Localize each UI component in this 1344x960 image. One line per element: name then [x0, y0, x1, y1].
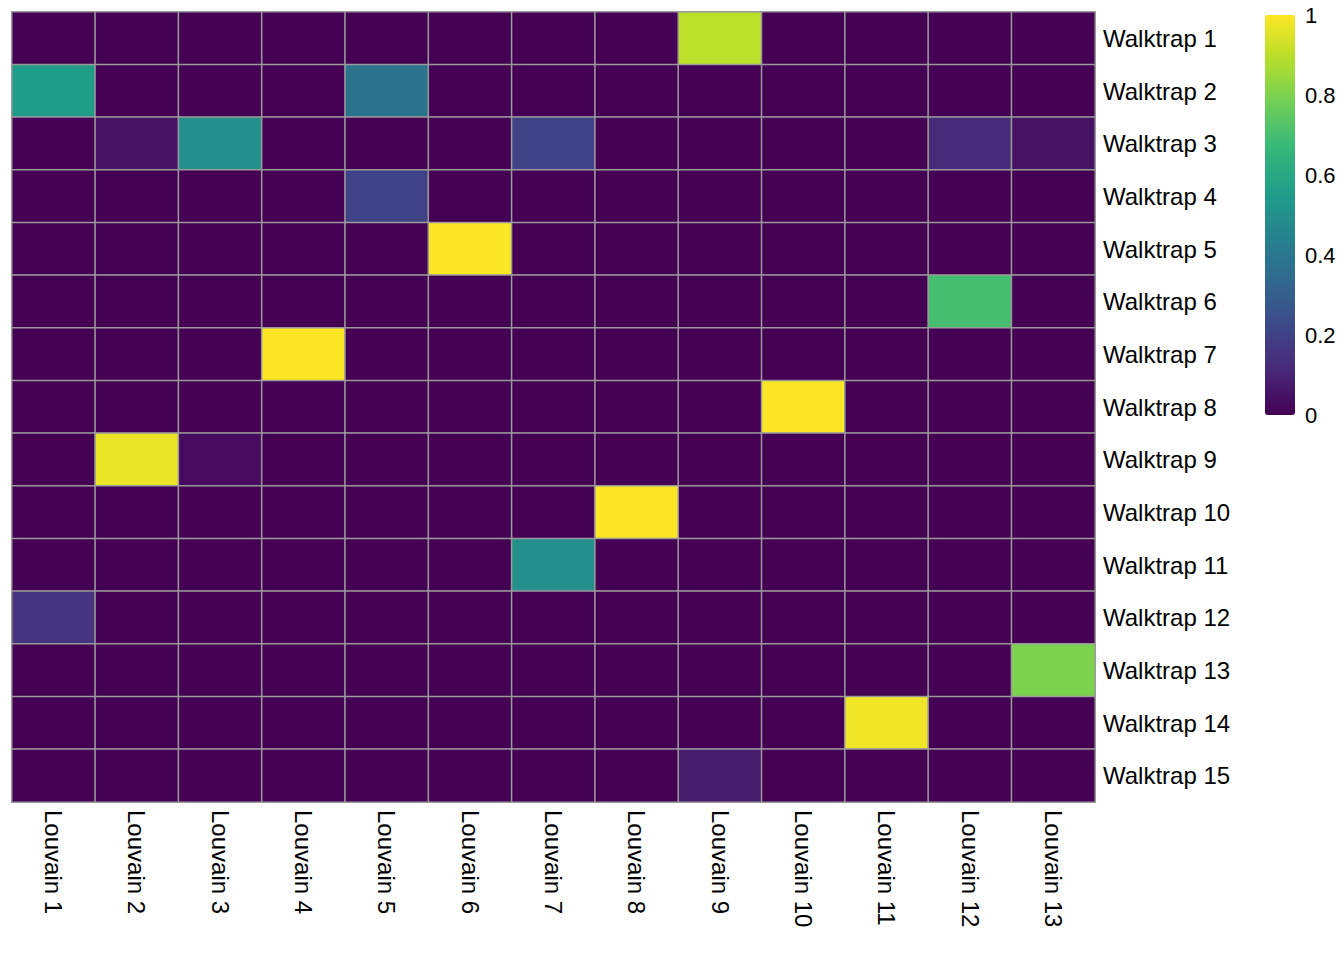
svg-text:0.4: 0.4: [1305, 243, 1336, 268]
svg-text:Louvain 9: Louvain 9: [707, 810, 734, 914]
svg-text:Walktrap 10: Walktrap 10: [1103, 499, 1230, 526]
svg-text:0: 0: [1305, 403, 1317, 428]
svg-text:Walktrap 1: Walktrap 1: [1103, 25, 1217, 52]
svg-text:Walktrap 5: Walktrap 5: [1103, 236, 1217, 263]
svg-text:Louvain 3: Louvain 3: [207, 810, 234, 914]
svg-text:Walktrap 15: Walktrap 15: [1103, 762, 1230, 789]
svg-text:Louvain 8: Louvain 8: [623, 810, 650, 914]
svg-text:Walktrap 2: Walktrap 2: [1103, 78, 1217, 105]
svg-text:Walktrap 8: Walktrap 8: [1103, 394, 1217, 421]
svg-text:Walktrap 14: Walktrap 14: [1103, 710, 1230, 737]
svg-text:Louvain 2: Louvain 2: [123, 810, 150, 914]
svg-text:Louvain 10: Louvain 10: [790, 810, 817, 927]
svg-text:Walktrap 7: Walktrap 7: [1103, 341, 1217, 368]
svg-text:Louvain 11: Louvain 11: [873, 810, 900, 926]
svg-text:Walktrap 9: Walktrap 9: [1103, 446, 1217, 473]
svg-text:Louvain 4: Louvain 4: [290, 810, 317, 914]
svg-text:Louvain 1: Louvain 1: [40, 810, 67, 914]
svg-text:1: 1: [1305, 3, 1317, 28]
svg-text:Louvain 6: Louvain 6: [457, 810, 484, 914]
svg-text:Louvain 12: Louvain 12: [957, 810, 984, 927]
svg-text:Walktrap 13: Walktrap 13: [1103, 657, 1230, 684]
svg-text:0.8: 0.8: [1305, 83, 1336, 108]
svg-text:Walktrap 12: Walktrap 12: [1103, 604, 1230, 631]
svg-text:0.6: 0.6: [1305, 163, 1336, 188]
svg-text:Walktrap 3: Walktrap 3: [1103, 130, 1217, 157]
svg-text:Walktrap 4: Walktrap 4: [1103, 183, 1217, 210]
svg-text:Walktrap 6: Walktrap 6: [1103, 288, 1217, 315]
svg-text:Louvain 7: Louvain 7: [540, 810, 567, 914]
svg-text:Louvain 13: Louvain 13: [1040, 810, 1067, 927]
svg-text:Walktrap 11: Walktrap 11: [1103, 552, 1228, 579]
svg-text:0.2: 0.2: [1305, 323, 1336, 348]
svg-text:Louvain 5: Louvain 5: [373, 810, 400, 914]
